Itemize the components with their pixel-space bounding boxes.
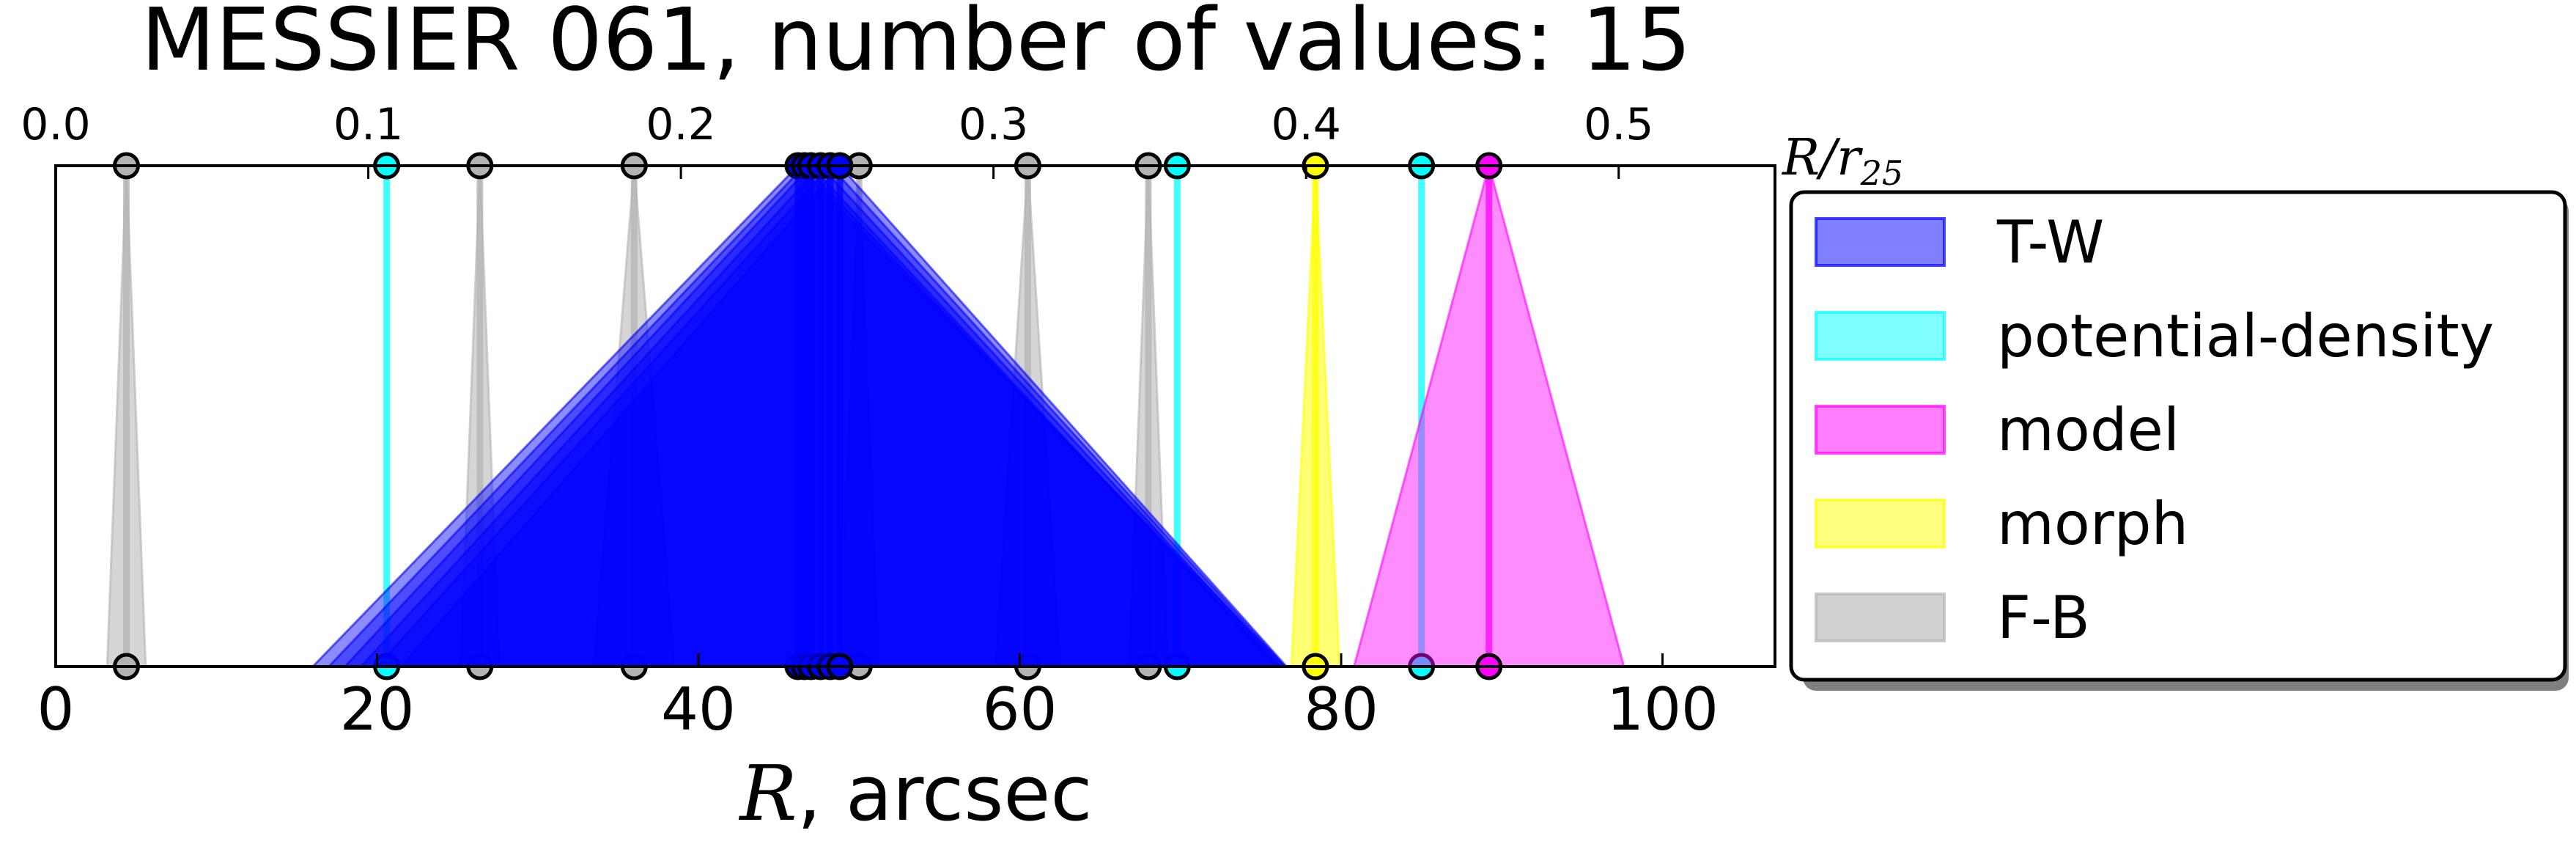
legend-swatch-t-w	[1815, 217, 1946, 267]
legend-label-f-b: F-B	[1997, 584, 2090, 652]
legend-box	[1789, 190, 2567, 682]
x-tick-label-3: 60	[983, 675, 1058, 744]
legend-label-model: model	[1997, 396, 2180, 464]
x-tick-label-2: 40	[661, 675, 736, 744]
legend-label-potential-density: potential-density	[1997, 302, 2494, 370]
legend-swatch-model	[1815, 405, 1946, 455]
x-tick-label-0: 0	[37, 675, 75, 744]
top-axis-label: R/r25	[1781, 129, 1903, 193]
legend: T-W potential-density model morph F-B	[1789, 190, 2569, 691]
bottom-axis: 0 20 40 60 80 100	[37, 653, 1719, 744]
top-axis: 0.0 0.1 0.2 0.3 0.4 0.5	[21, 99, 1653, 179]
x-axis-label-math: R	[738, 749, 797, 838]
top-axis-label-sub: 25	[1860, 153, 1904, 193]
plot-frame	[54, 164, 1776, 668]
x-axis-label: R, arcsec	[738, 749, 1092, 838]
x-tick-label-5: 100	[1606, 675, 1719, 744]
legend-label-t-w: T-W	[1996, 208, 2104, 276]
legend-label-morph: morph	[1997, 490, 2188, 558]
x-tick-label-1: 20	[340, 675, 415, 744]
legend-swatch-morph	[1815, 499, 1946, 548]
top-axis-label-main: R/r	[1781, 129, 1863, 187]
legend-swatch-f-b	[1815, 592, 1946, 642]
x-axis-label-unit: , arcsec	[797, 749, 1093, 838]
chart-title: MESSIER 061, number of values: 15	[141, 0, 1691, 90]
series-layer	[106, 152, 1625, 680]
x-tick-label-4: 80	[1304, 675, 1379, 744]
legend-swatch-potential-density	[1815, 311, 1946, 361]
top-tick-label-0: 0.0	[21, 99, 90, 150]
top-tick-label-5: 0.5	[1584, 99, 1653, 150]
top-tick-label-1: 0.1	[333, 99, 403, 150]
top-tick-label-2: 0.2	[646, 99, 715, 150]
top-tick-label-4: 0.4	[1271, 99, 1340, 150]
top-tick-label-3: 0.3	[959, 99, 1028, 150]
